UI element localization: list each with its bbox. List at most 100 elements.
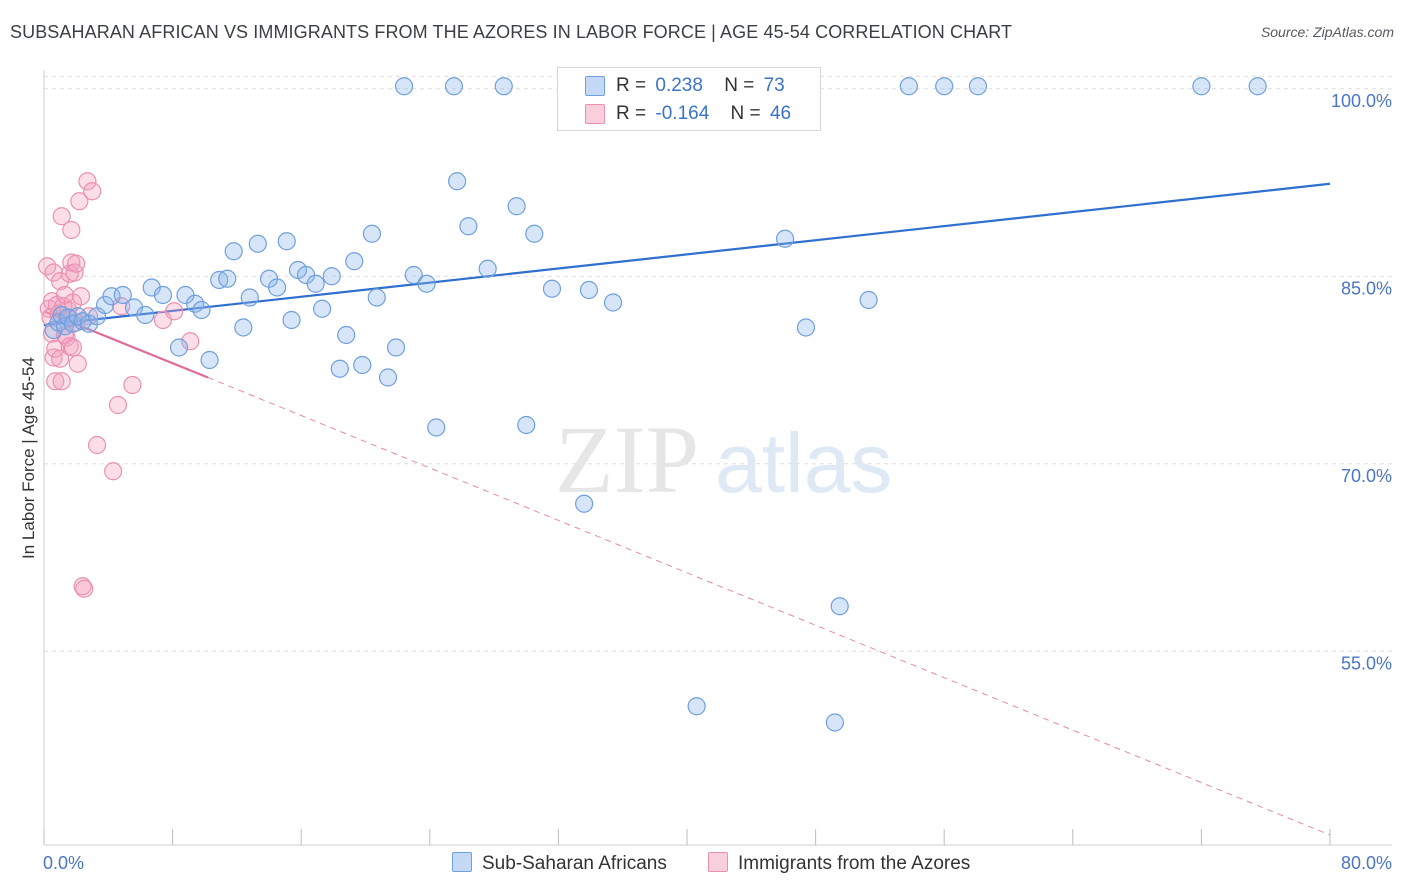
subsaharan-point (1248, 77, 1267, 96)
axes (43, 70, 1392, 846)
subsaharan-point (277, 232, 296, 251)
azores-point (50, 349, 70, 368)
azores-point (75, 579, 94, 598)
watermark: ZIP atlas (555, 406, 892, 513)
subsaharan-point (192, 300, 211, 320)
azores-point (181, 332, 200, 351)
legend-n-value: 46 (769, 103, 792, 124)
azores-point (70, 192, 89, 211)
subsaharan-point (200, 350, 219, 370)
subsaharan-point (282, 310, 301, 330)
subsaharan-point (362, 224, 382, 243)
azores-point (165, 302, 184, 321)
bottom-legend-subsaharan: Sub-Saharan Africans (452, 852, 667, 875)
bottom-legend-swatch-blue (452, 852, 472, 872)
grid-lines (44, 75, 1392, 652)
subsaharan-point (169, 338, 189, 357)
y-tick-label: 55.0% (1341, 653, 1392, 673)
azores-point (108, 395, 128, 415)
subsaharan-point (830, 597, 849, 616)
legend-r-value: -0.164 (655, 103, 710, 124)
subsaharan-point (575, 494, 594, 513)
subsaharan-point (240, 288, 259, 307)
subsaharan-point (859, 290, 878, 310)
subsaharan-point (218, 269, 237, 288)
source-label: Source: ZipAtlas.com (1260, 24, 1394, 40)
subsaharan-point (579, 280, 599, 300)
subsaharan-point (404, 265, 423, 285)
azores-point (63, 338, 83, 357)
azores-points (38, 172, 200, 598)
subsaharan-point (459, 217, 478, 236)
azores-point (68, 354, 87, 373)
subsaharan-point (825, 713, 844, 732)
subsaharan-point (542, 279, 562, 298)
legend-r-label: R = (616, 103, 647, 124)
azores-point (67, 254, 86, 273)
subsaharan-point (267, 278, 287, 297)
legend-swatch-pink (585, 104, 605, 124)
subsaharan-point (507, 197, 526, 216)
subsaharan-point (224, 242, 243, 261)
x-tick-label-max: 80.0% (1341, 853, 1392, 873)
correlation-legend: R = 0.238 N = 73 R = -0.164 N = 46 (557, 67, 821, 131)
azores-point (112, 297, 131, 316)
azores-point (104, 462, 123, 481)
legend-n-label: N = (730, 103, 761, 124)
subsaharan-point (378, 368, 398, 387)
y-axis-label: In Labor Force | Age 45-54 (19, 357, 38, 559)
legend-swatch-blue (585, 76, 605, 96)
subsaharan-point (968, 77, 988, 96)
subsaharan-point (367, 288, 386, 307)
subsaharan-point (234, 318, 253, 337)
subsaharan-point (448, 172, 467, 191)
y-tick-label: 100.0% (1331, 91, 1392, 111)
azores-point (50, 272, 70, 291)
azores-point (123, 375, 142, 395)
legend-row-blue: R = 0.238 N = 73 (616, 75, 785, 97)
subsaharan-point (330, 359, 349, 378)
subsaharan-point (935, 77, 954, 96)
subsaharan-point (796, 318, 816, 337)
subsaharan-point (136, 305, 155, 325)
azores-trend-extension (207, 377, 1331, 836)
subsaharan-point (494, 77, 513, 96)
watermark-atlas: atlas (715, 416, 892, 510)
subsaharan-point (525, 224, 544, 243)
subsaharan-point (337, 325, 356, 345)
subsaharan-point (517, 415, 536, 435)
subsaharan-point (153, 285, 173, 305)
y-tick-label: 85.0% (1341, 278, 1392, 298)
bottom-legend-label: Sub-Saharan Africans (482, 853, 667, 874)
subsaharan-point (427, 418, 446, 437)
subsaharan-point (417, 274, 436, 293)
chart-title: SUBSAHARAN AFRICAN VS IMMIGRANTS FROM TH… (10, 22, 1013, 42)
azores-point (46, 372, 65, 391)
subsaharan-point (603, 293, 623, 312)
bottom-legend-azores: Immigrants from the Azores (708, 852, 970, 875)
subsaharan-point (687, 697, 706, 716)
subsaharan-point (478, 259, 497, 278)
azores-point (46, 339, 65, 358)
subsaharan-point (353, 355, 372, 375)
azores-point (83, 182, 102, 201)
legend-n-value: 73 (763, 75, 785, 96)
subsaharan-point (113, 285, 132, 305)
azores-point (52, 372, 71, 391)
azores-point (87, 435, 107, 455)
subsaharan-point (386, 338, 406, 357)
subsaharan-point (1192, 77, 1211, 96)
subsaharan-point (899, 77, 918, 96)
bottom-legend-label: Immigrants from the Azores (738, 853, 971, 874)
subsaharan-point (312, 299, 332, 318)
azores-point (78, 172, 97, 191)
subsaharan-point (775, 229, 795, 248)
azores-point (62, 220, 81, 240)
legend-row-pink: R = -0.164 N = 46 (616, 103, 791, 125)
bottom-legend-swatch-pink (708, 852, 728, 872)
x-tick-label-min: 0.0% (43, 853, 84, 873)
legend-r-value: 0.238 (655, 75, 703, 96)
azores-point (52, 207, 71, 226)
subsaharan-point (306, 274, 325, 293)
